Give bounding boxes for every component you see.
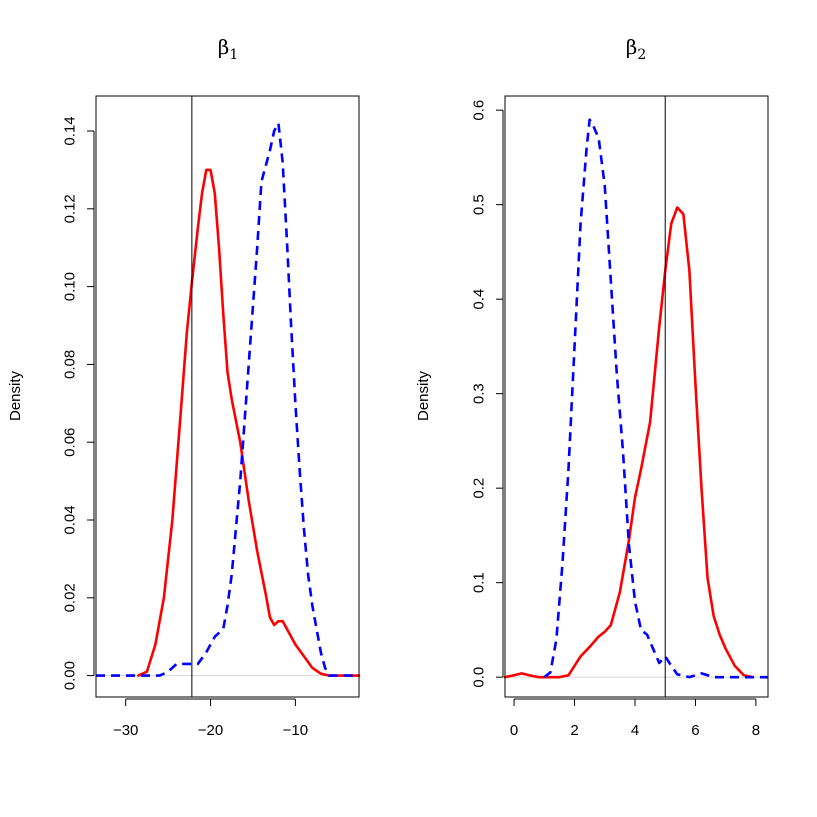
x-axis: 0 2 4 6 8 — [510, 698, 760, 739]
y-tick-label: 0.06 — [62, 428, 79, 457]
y-tick-label: 0.14 — [62, 116, 79, 145]
y-tick-label: 0.02 — [62, 583, 79, 612]
dashed-density-line — [543, 118, 768, 679]
plot-area — [95, 95, 361, 698]
solid-density-line — [137, 168, 361, 677]
y-axis-label: Density — [7, 370, 24, 421]
y-tick-label: 0.6 — [471, 100, 488, 121]
y-tick-label: 0.4 — [471, 289, 488, 310]
x-tick-label: 0 — [510, 722, 518, 739]
x-tick-label: −30 — [113, 722, 138, 739]
panel-title: β1 — [218, 35, 238, 63]
y-tick-label: 0.00 — [62, 661, 79, 690]
plot-frame — [504, 95, 769, 698]
y-tick-label: 0.5 — [471, 194, 488, 215]
x-tick-label: −20 — [198, 722, 223, 739]
y-tick-label: 0.08 — [62, 350, 79, 379]
y-tick-label: 0.12 — [62, 194, 79, 223]
plot-frame — [95, 95, 360, 698]
y-tick-label: 0.2 — [471, 478, 488, 499]
x-tick-label: 8 — [752, 722, 760, 739]
y-axis: 0.00 0.02 0.04 0.06 0.08 0.10 0.12 0.14 — [62, 116, 95, 690]
x-tick-label: −10 — [283, 722, 308, 739]
y-axis: 0.0 0.1 0.2 0.3 0.4 0.5 0.6 — [471, 100, 504, 688]
x-axis: −30 −20 −10 — [113, 698, 308, 739]
solid-density-line — [503, 206, 755, 679]
y-tick-label: 0.3 — [471, 383, 488, 404]
panel-beta1: β1 Density 0.000.020.040.060.080.100.120… — [7, 35, 361, 739]
y-tick-label: 0.10 — [62, 272, 79, 301]
y-axis-label: Density — [415, 370, 432, 421]
y-tick-label: 0.0 — [471, 667, 488, 688]
y-tick-label: 0.1 — [471, 572, 488, 593]
dashed-density-line — [96, 121, 359, 677]
panel-title: β2 — [626, 35, 646, 63]
x-tick-label: 2 — [570, 722, 578, 739]
panel-beta2: β2 Density 0.0 0.1 0.2 0.3 0.4 0.5 0.6 0 2 4 6 8 — [415, 35, 769, 739]
y-tick-label: 0.04 — [62, 505, 79, 534]
x-tick-label: 6 — [691, 722, 699, 739]
plot-area — [503, 95, 769, 698]
x-tick-label: 4 — [631, 722, 639, 739]
